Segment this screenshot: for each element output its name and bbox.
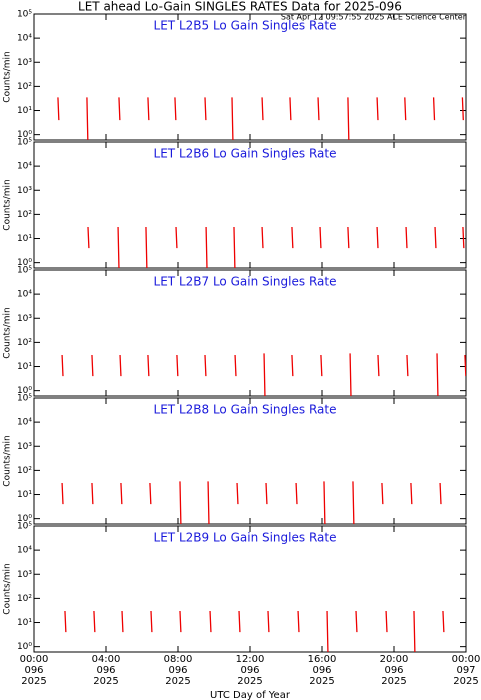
- plot-frame: [33, 525, 467, 653]
- plot-frame: [33, 397, 467, 525]
- plot-frame: [33, 269, 467, 397]
- y-tick-label: 10¹: [17, 490, 32, 500]
- y-tick-label: 10⁴: [17, 418, 32, 428]
- y-tick-label: 10⁰: [17, 642, 32, 652]
- y-tick-label: 10⁰: [17, 386, 32, 396]
- y-tick-label: 10⁴: [17, 162, 32, 172]
- y-axis-label: Counts/min: [3, 563, 13, 614]
- y-tick-label: 10⁵: [17, 10, 32, 20]
- y-tick-label: 10⁴: [17, 290, 32, 300]
- panel-title: LET L2B5 Lo Gain Singles Rate: [154, 19, 337, 33]
- y-tick-label: 10³: [17, 442, 32, 452]
- x-tick-label: 04:00 096 2025: [92, 654, 121, 687]
- panel-title: LET L2B9 Lo Gain Singles Rate: [154, 531, 337, 545]
- y-tick-label: 10¹: [17, 234, 32, 244]
- data-line: [61, 353, 466, 396]
- y-tick-label: 10⁴: [17, 34, 32, 44]
- x-tick-label: 12:00 096 2025: [236, 654, 265, 687]
- page-title: LET ahead Lo-Gain SINGLES RATES Data for…: [78, 0, 402, 14]
- y-tick-label: 10³: [17, 58, 32, 68]
- panel-title: LET L2B8 Lo Gain Singles Rate: [154, 403, 337, 417]
- x-tick-label: 20:00 096 2025: [380, 654, 409, 687]
- y-tick-label: 10²: [17, 466, 32, 476]
- y-tick-label: 10⁵: [17, 138, 32, 148]
- panel-title: LET L2B6 Lo Gain Singles Rate: [154, 147, 337, 161]
- y-tick-label: 10¹: [17, 106, 32, 116]
- data-line: [57, 97, 464, 140]
- y-tick-label: 10²: [17, 594, 32, 604]
- y-tick-label: 10⁴: [17, 546, 32, 556]
- y-tick-label: 10¹: [17, 362, 32, 372]
- x-tick-label: 16:00 096 2025: [308, 654, 337, 687]
- x-tick-label: 00:00 096 2025: [20, 654, 49, 687]
- plot-frame: [33, 141, 467, 269]
- y-tick-label: 10²: [17, 338, 32, 348]
- y-tick-label: 10⁵: [17, 394, 32, 404]
- data-line: [87, 226, 465, 268]
- y-axis-label: Counts/min: [3, 179, 13, 230]
- y-axis-label: Counts/min: [3, 51, 13, 102]
- panel-title: LET L2B7 Lo Gain Singles Rate: [154, 275, 337, 289]
- y-tick-label: 10⁰: [17, 514, 32, 524]
- y-tick-label: 10³: [17, 314, 32, 324]
- y-tick-label: 10⁰: [17, 258, 32, 268]
- data-line: [61, 481, 442, 524]
- data-line: [64, 610, 445, 652]
- y-tick-label: 10¹: [17, 618, 32, 628]
- y-tick-label: 10³: [17, 570, 32, 580]
- y-tick-label: 10²: [17, 210, 32, 220]
- y-tick-label: 10⁵: [17, 266, 32, 276]
- x-axis-label: UTC Day of Year: [210, 690, 291, 700]
- y-tick-label: 10²: [17, 82, 32, 92]
- plot-frame: [33, 13, 467, 141]
- y-tick-label: 10⁵: [17, 522, 32, 532]
- page-subtitle: Sat Apr 12 09:57:55 2025 ACE Science Cen…: [281, 13, 467, 22]
- y-axis-label: Counts/min: [3, 435, 13, 486]
- x-tick-label: 08:00 096 2025: [164, 654, 193, 687]
- x-tick-label: 00:00 097 2025: [452, 654, 481, 687]
- y-tick-label: 10⁰: [17, 130, 32, 140]
- y-tick-label: 10³: [17, 186, 32, 196]
- y-axis-label: Counts/min: [3, 307, 13, 358]
